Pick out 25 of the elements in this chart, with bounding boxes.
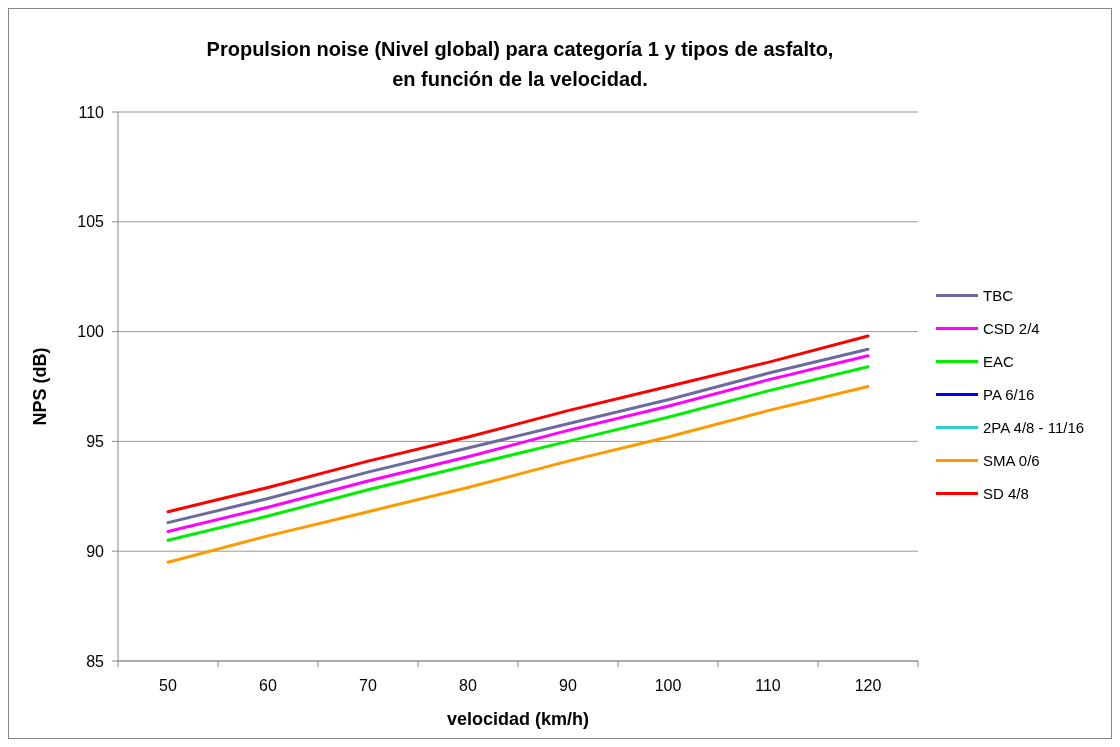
y-tick-label: 105 [77, 213, 105, 231]
legend-label: PA 6/16 [983, 385, 1035, 403]
x-tick-label: 70 [359, 677, 377, 694]
x-tick-label: 60 [259, 677, 277, 694]
x-tick-label: 80 [459, 677, 477, 694]
y-tick-label: 100 [77, 323, 105, 341]
legend-label: SMA 0/6 [983, 451, 1040, 469]
y-tick-label: 90 [86, 542, 105, 560]
line-series [166, 385, 870, 564]
legend-label: 2PA 4/8 - 11/16 [983, 418, 1085, 436]
legend-label: SD 4/8 [983, 484, 1029, 502]
legend-label: CSD 2/4 [983, 319, 1040, 337]
x-tick-label: 50 [159, 677, 177, 694]
x-tick-label: 100 [654, 677, 682, 694]
legend-label: TBC [983, 286, 1014, 304]
chart-title: Propulsion noise (Nivel global) para categoría 1 y tipos de asfalto, en función de la velocidad. [206, 38, 834, 90]
x-tick-label: 90 [559, 677, 577, 694]
y-tick-label: 110 [78, 103, 105, 121]
x-tick-label: 120 [854, 677, 882, 694]
legend-label: EAC [983, 352, 1015, 370]
y-axis-title: NPS (dB) [30, 347, 50, 426]
x-tick-label: 110 [755, 677, 781, 694]
y-tick-label: 85 [86, 652, 105, 670]
x-axis-title: velocidad (km/h) [446, 709, 590, 729]
y-tick-label: 95 [86, 433, 105, 450]
